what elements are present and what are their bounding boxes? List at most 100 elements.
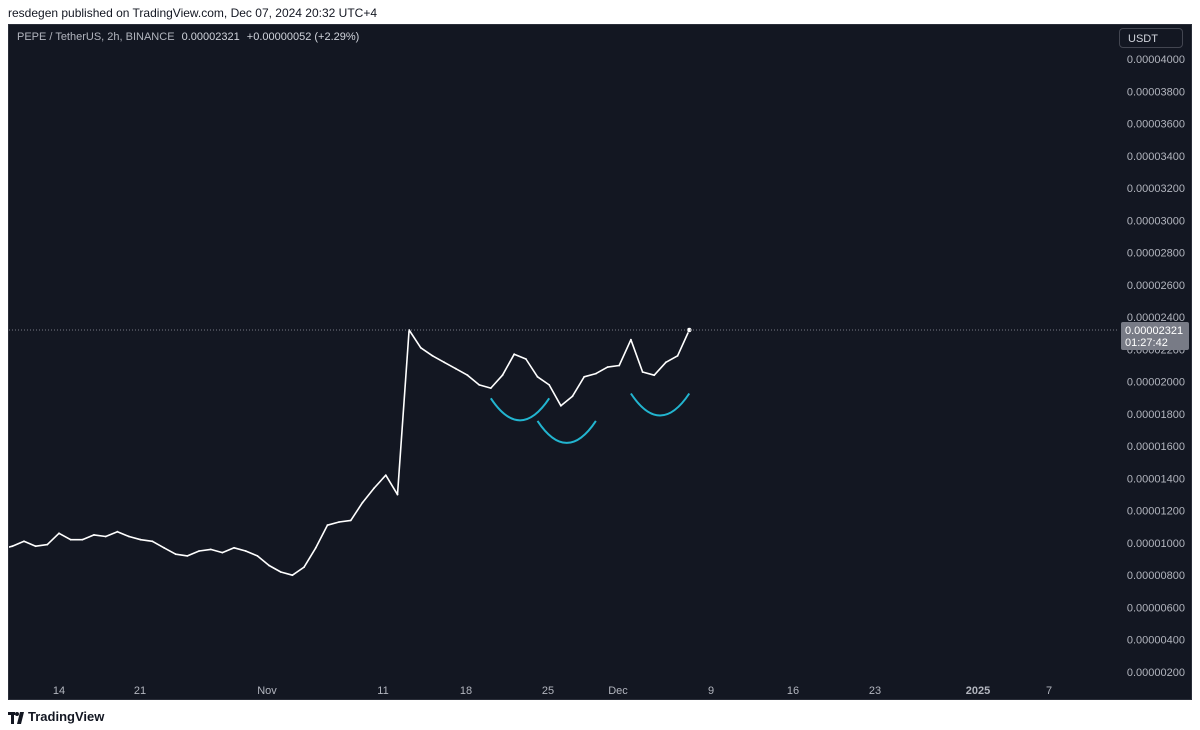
price-point	[396, 493, 399, 496]
x-tick-label: 11	[377, 685, 388, 697]
price-point	[571, 395, 574, 398]
y-tick-label: 0.00002000	[1127, 377, 1185, 389]
price-point	[454, 367, 457, 370]
price-point	[595, 372, 597, 375]
price-point	[291, 574, 294, 577]
y-tick-label: 0.00000800	[1127, 570, 1185, 582]
y-tick-label: 0.00001000	[1127, 538, 1185, 550]
y-tick-label: 0.00004000	[1127, 54, 1185, 66]
price-point	[653, 374, 656, 377]
pattern-arc	[536, 420, 597, 444]
y-tick-label: 0.00002400	[1127, 312, 1185, 324]
symbol-legend[interactable]: PEPE / TetherUS, 2h, BINANCE 0.00002321 …	[17, 31, 359, 43]
price-point	[303, 566, 305, 568]
price-series-line	[9, 329, 691, 577]
price-point	[618, 364, 621, 367]
y-tick-label: 0.00001600	[1127, 441, 1185, 453]
price-point	[174, 553, 177, 556]
y-tick-label: 0.00000400	[1127, 635, 1185, 647]
logo-text: TradingView	[28, 709, 105, 724]
currency-button[interactable]: USDT	[1119, 28, 1183, 48]
price-point	[233, 546, 236, 549]
price-point	[536, 375, 539, 378]
price-point	[676, 354, 679, 357]
y-tick-label: 0.00001400	[1127, 473, 1185, 485]
price-point	[58, 532, 60, 535]
publish-info: resdegen published on TradingView.com, D…	[8, 6, 378, 20]
symbol-name: PEPE / TetherUS, 2h, BINANCE	[17, 31, 175, 43]
price-point	[466, 374, 469, 377]
price-point	[478, 384, 481, 386]
price-point	[431, 354, 434, 357]
y-tick-label: 0.00003600	[1127, 119, 1185, 131]
footer: TradingView	[0, 704, 1200, 730]
price-point	[23, 540, 25, 543]
x-tick-label: 9	[708, 685, 714, 697]
price-point	[93, 534, 95, 536]
price-point	[139, 538, 142, 541]
price-point	[560, 404, 562, 407]
price-point	[151, 540, 154, 543]
last-price: 0.00002321	[181, 31, 240, 43]
price-point	[501, 374, 504, 377]
y-tick-label: 0.00002600	[1127, 280, 1185, 292]
price-point	[326, 524, 329, 527]
price-tag-countdown: 01:27:42	[1125, 337, 1168, 349]
x-tick-label: 21	[134, 685, 146, 697]
y-tick-label: 0.00002800	[1127, 248, 1185, 260]
price-point	[349, 519, 352, 522]
tradingview-logo-icon	[8, 711, 24, 724]
price-point	[373, 487, 375, 489]
price-tag	[1121, 322, 1189, 351]
x-tick-label: 2025	[966, 685, 990, 697]
publish-bar: resdegen published on TradingView.com, D…	[0, 0, 1200, 24]
price-change: +0.00000052 (+2.29%)	[246, 31, 360, 43]
price-point	[256, 555, 259, 557]
price-point	[361, 501, 364, 504]
chart-frame: 0.00004000 0.00003800 0.00003600 0.00003400…	[8, 24, 1192, 700]
x-tick-label: 14	[53, 685, 65, 697]
y-tick-label: 0.00003000	[1127, 215, 1185, 227]
price-point	[583, 375, 586, 378]
price-point	[338, 521, 340, 523]
price-point	[279, 571, 282, 573]
pattern-arc	[490, 397, 551, 422]
y-tick-label: 0.00003800	[1127, 86, 1185, 98]
price-point	[34, 545, 37, 548]
x-tick-label: 16	[787, 685, 799, 697]
price-point	[46, 543, 49, 546]
price-point	[630, 338, 632, 341]
tradingview-logo[interactable]: TradingView	[8, 709, 104, 724]
y-tick-label: 0.00000200	[1127, 667, 1185, 679]
price-point	[244, 550, 247, 552]
price-point	[384, 474, 387, 477]
x-tick-label: Dec	[608, 685, 628, 697]
price-point	[128, 535, 130, 538]
price-point	[443, 361, 446, 364]
x-tick-label: 23	[869, 685, 881, 697]
price-point	[186, 555, 189, 557]
price-point	[665, 361, 667, 364]
price-point	[489, 387, 492, 389]
price-point	[163, 546, 165, 549]
x-tick-label: Nov	[257, 685, 277, 697]
price-point	[104, 535, 107, 538]
price-point	[525, 358, 527, 360]
price-point	[268, 564, 270, 567]
price-tag-value: 0.00002321	[1125, 325, 1183, 337]
price-point	[606, 366, 609, 368]
price-point	[221, 551, 224, 554]
last-price-marker	[686, 327, 693, 333]
y-tick-label: 0.00000600	[1127, 602, 1185, 614]
price-point	[116, 530, 119, 533]
x-tick-label: 25	[542, 685, 554, 697]
price-point	[641, 371, 644, 373]
price-point	[419, 346, 422, 349]
price-point	[209, 548, 212, 551]
price-point	[513, 353, 516, 356]
price-point	[548, 384, 551, 386]
x-tick-label: 18	[460, 685, 472, 697]
price-chart[interactable]: 0.00004000 0.00003800 0.00003600 0.00003400…	[9, 25, 1192, 700]
y-tick-label: 0.00003400	[1127, 151, 1185, 163]
price-point	[314, 546, 317, 549]
